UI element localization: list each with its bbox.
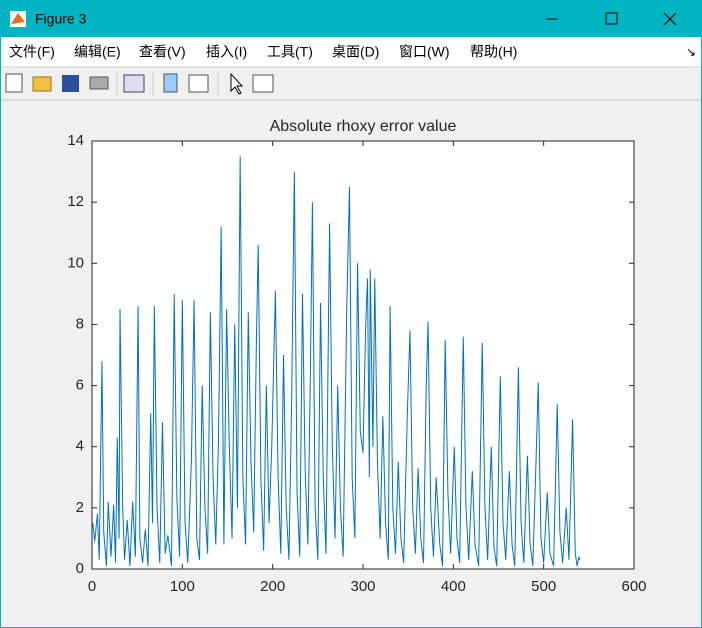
menu-item[interactable]: 窗口(W) xyxy=(399,44,450,60)
menu-item[interactable]: 编辑(E) xyxy=(74,44,121,60)
menu-arrow[interactable]: ↘ xyxy=(686,45,696,59)
y-tick-label: 2 xyxy=(76,499,84,516)
data-line xyxy=(92,156,581,567)
menu-item[interactable]: 帮助(H) xyxy=(470,44,517,60)
app-icon xyxy=(10,11,26,27)
y-tick-label: 4 xyxy=(76,438,84,455)
y-tick-label: 14 xyxy=(67,132,84,149)
x-tick-label: 300 xyxy=(350,578,375,595)
y-tick-label: 6 xyxy=(76,377,84,394)
property-icon[interactable] xyxy=(252,74,274,93)
axes-box xyxy=(91,140,635,570)
maximize-button[interactable] xyxy=(605,12,618,25)
x-tick-label: 400 xyxy=(441,578,466,595)
x-tick-label: 100 xyxy=(170,578,195,595)
y-tick-label: 0 xyxy=(76,560,84,577)
plot-area xyxy=(92,141,634,569)
y-tick-label: 12 xyxy=(67,193,84,210)
x-tick-label: 600 xyxy=(621,578,646,595)
menu-item[interactable]: 桌面(D) xyxy=(332,44,379,60)
window-title: Figure 3 xyxy=(35,11,87,27)
save-icon[interactable] xyxy=(62,75,79,92)
y-tick-label: 10 xyxy=(67,254,84,271)
print-icon[interactable] xyxy=(89,76,109,90)
pointer-icon[interactable] xyxy=(230,72,244,95)
link-icon[interactable] xyxy=(123,74,145,93)
x-tick-label: 500 xyxy=(531,578,556,595)
menu-item[interactable]: 查看(V) xyxy=(139,44,186,60)
x-tick-label: 200 xyxy=(260,578,285,595)
menu-item[interactable]: 文件(F) xyxy=(9,44,55,60)
title-bar xyxy=(0,0,702,37)
x-tick-label: 0 xyxy=(88,578,96,595)
y-tick-label: 8 xyxy=(76,315,84,332)
close-button[interactable] xyxy=(663,12,677,26)
colorbar-icon[interactable] xyxy=(163,73,178,93)
menu-item[interactable]: 插入(I) xyxy=(206,44,247,60)
menu-bar xyxy=(1,37,701,67)
menu-item[interactable]: 工具(T) xyxy=(267,44,313,60)
toolbar xyxy=(5,72,274,96)
open-icon[interactable] xyxy=(32,76,52,92)
legend-icon[interactable] xyxy=(188,74,209,93)
chart-title: Absolute rhoxy error value xyxy=(270,118,457,135)
new-icon[interactable] xyxy=(5,73,23,93)
